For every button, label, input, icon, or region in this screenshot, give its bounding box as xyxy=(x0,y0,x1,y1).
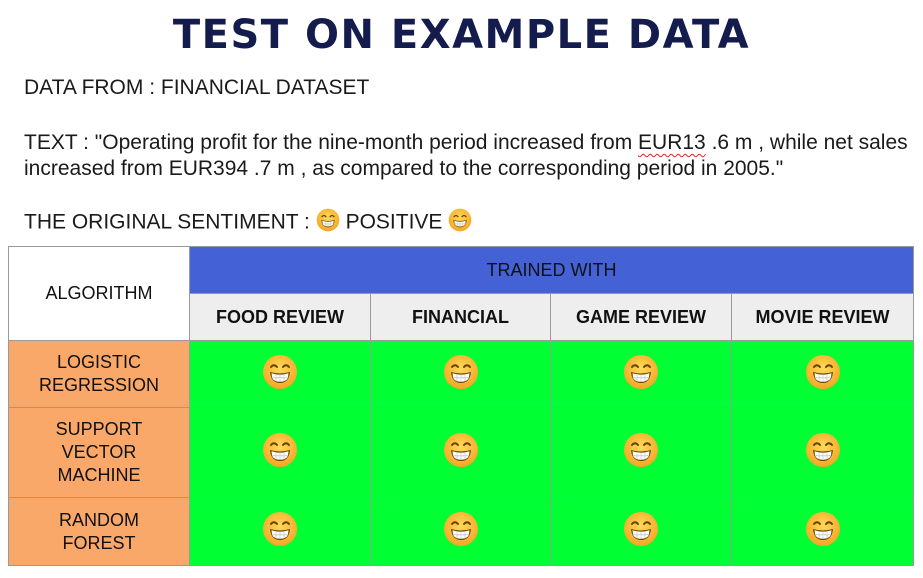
page-title: TEST ON EXAMPLE DATA xyxy=(172,12,751,58)
table-row: RANDOM FOREST xyxy=(8,497,914,566)
result-cell xyxy=(189,407,371,498)
row-label-line: VECTOR xyxy=(61,442,137,462)
grinning-face-icon xyxy=(805,511,841,547)
grinning-face-icon xyxy=(443,511,479,547)
result-cell xyxy=(731,497,914,566)
original-sentiment-line: THE ORIGINAL SENTIMENT : POSITIVE xyxy=(24,208,472,238)
column-header-food-review: FOOD REVIEW xyxy=(189,293,371,341)
result-cell xyxy=(370,340,551,408)
row-header-logistic-regression: LOGISTIC REGRESSION xyxy=(8,340,190,408)
example-text-part: .6 m , while net sales xyxy=(705,131,908,154)
grinning-face-icon xyxy=(805,354,841,390)
grinning-face-icon xyxy=(805,432,841,468)
spellcheck-flagged-word: EUR13 xyxy=(638,131,706,154)
row-label-line: REGRESSION xyxy=(38,375,160,395)
grinning-face-icon xyxy=(448,208,472,238)
table-row: LOGISTIC REGRESSION xyxy=(8,340,914,408)
row-label-line: MACHINE xyxy=(57,465,141,485)
sentiment-value: POSITIVE xyxy=(345,210,443,234)
row-header-support-vector-machine: SUPPORT VECTOR MACHINE xyxy=(8,407,190,498)
results-table: ALGORITHM TRAINED WITH FOOD REVIEW FINAN… xyxy=(8,246,914,566)
result-cell xyxy=(370,497,551,566)
data-source-line: DATA FROM : FINANCIAL DATASET xyxy=(24,76,370,99)
sentiment-label: THE ORIGINAL SENTIMENT : xyxy=(24,210,310,234)
grinning-face-icon xyxy=(262,511,298,547)
result-cell xyxy=(550,340,732,408)
result-cell xyxy=(370,407,551,498)
example-text-part: TEXT : "Operating profit for the nine-mo… xyxy=(24,131,639,154)
grinning-face-icon xyxy=(623,354,659,390)
row-header-random-forest: RANDOM FOREST xyxy=(8,497,190,566)
grinning-face-icon xyxy=(623,432,659,468)
algorithm-header: ALGORITHM xyxy=(8,246,190,341)
example-text-line-2: increased from EUR394 .7 m , as compared… xyxy=(24,157,784,180)
row-label-line: RANDOM xyxy=(59,509,139,530)
result-cell xyxy=(189,340,371,408)
row-label-line: FOREST xyxy=(62,532,136,553)
column-header-financial: FINANCIAL xyxy=(370,293,551,341)
row-label-line: LOGISTIC xyxy=(56,352,141,372)
column-header-game-review: GAME REVIEW xyxy=(550,293,732,341)
grinning-face-icon xyxy=(316,208,340,238)
result-cell xyxy=(731,407,914,498)
row-label-line: SUPPORT xyxy=(55,419,143,439)
grinning-face-icon xyxy=(443,354,479,390)
result-cell xyxy=(189,497,371,566)
result-cell xyxy=(731,340,914,408)
grinning-face-icon xyxy=(623,511,659,547)
grinning-face-icon xyxy=(262,354,298,390)
trained-with-header: TRAINED WITH xyxy=(189,246,914,294)
column-header-movie-review: MOVIE REVIEW xyxy=(731,293,914,341)
example-text-line-1: TEXT : "Operating profit for the nine-mo… xyxy=(24,131,908,155)
result-cell xyxy=(550,407,732,498)
result-cell xyxy=(550,497,732,566)
grinning-face-icon xyxy=(262,432,298,468)
table-row: SUPPORT VECTOR MACHINE xyxy=(8,407,914,498)
grinning-face-icon xyxy=(443,432,479,468)
